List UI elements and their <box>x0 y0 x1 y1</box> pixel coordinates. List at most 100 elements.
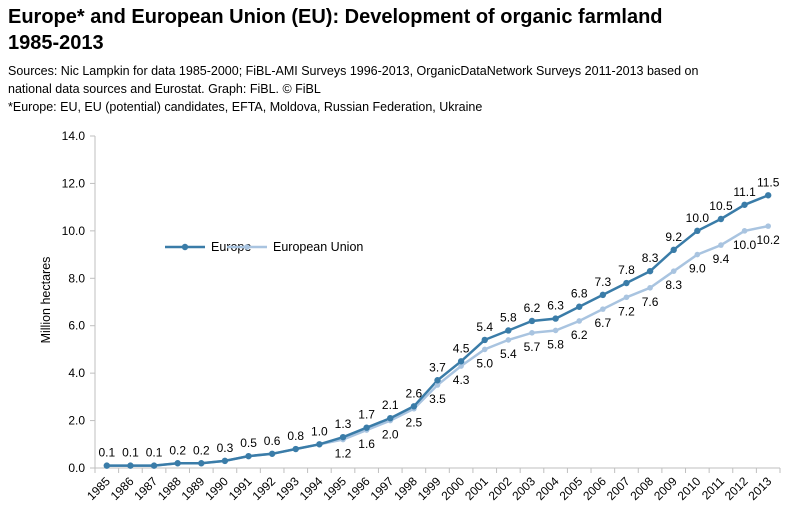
data-labels: 0.1 0.1 0.1 0.2 0.2 0.3 0.5 0.6 0.8 1.0 1.3 1.7 2.1 2… <box>98 175 780 460</box>
europe-point <box>576 303 583 310</box>
eu-data-label: 6.2 <box>571 328 588 342</box>
europe-data-label: 4.5 <box>453 341 470 355</box>
eu-data-label: 7.2 <box>618 304 635 318</box>
eu-point <box>600 306 606 312</box>
x-tick-label: 2007 <box>604 474 633 503</box>
europe-data-label: 7.8 <box>618 263 635 277</box>
eu-data-label: 7.6 <box>642 295 659 309</box>
europe-point <box>481 336 488 344</box>
eu-point <box>694 251 701 258</box>
x-tick-label: 1993 <box>273 474 302 503</box>
eu-data-label: 8.3 <box>665 278 682 292</box>
europe-data-label: 0.8 <box>287 429 304 443</box>
europe-point <box>552 315 559 322</box>
europe-point <box>268 450 276 457</box>
europe-point <box>457 358 465 365</box>
eu-data-label: 3.5 <box>429 392 446 406</box>
europe-data-label: 0.1 <box>146 446 163 460</box>
eu-data-label: 5.8 <box>547 337 564 351</box>
europe-data-label: 0.5 <box>240 436 257 450</box>
europe-data-label: 10.5 <box>709 199 733 213</box>
eu-point <box>623 294 630 301</box>
europe-data-label: 0.1 <box>122 446 139 460</box>
eu-data-label: 6.7 <box>595 316 612 330</box>
europe-point <box>694 227 701 235</box>
x-tick-label: 2013 <box>746 474 775 503</box>
sources-line-1: Sources: Nic Lampkin for data 1985-2000;… <box>8 64 699 96</box>
eu-point <box>576 318 583 324</box>
y-tick-label: 12.0 <box>62 176 86 190</box>
europe-point <box>670 246 677 254</box>
europe-data-label: 6.2 <box>524 301 541 315</box>
y-tick-label: 10.0 <box>62 224 86 238</box>
x-tick-label: 1999 <box>415 474 444 503</box>
europe-point <box>623 279 630 287</box>
series-points <box>103 192 772 469</box>
x-tick-label: 2004 <box>533 474 562 503</box>
europe-point <box>434 377 441 384</box>
eu-data-label: 1.6 <box>358 437 375 451</box>
y-tick-label: 4.0 <box>68 366 85 380</box>
eu-point <box>647 284 653 291</box>
europe-point <box>150 462 158 469</box>
y-tick-label: 0.0 <box>68 461 85 475</box>
europe-data-label: 0.1 <box>98 446 115 460</box>
legend: Europe European Union <box>165 240 363 254</box>
europe-point <box>764 192 772 199</box>
eu-data-label: 2.5 <box>406 416 423 430</box>
eu-data-label: 2.0 <box>382 428 399 442</box>
europe-data-label: 0.2 <box>193 443 210 457</box>
europe-data-label: 9.2 <box>665 230 682 244</box>
europe-point <box>103 462 111 469</box>
x-tick-label: 1985 <box>84 474 113 503</box>
europe-point <box>292 445 299 453</box>
x-tick-label: 1996 <box>344 474 373 503</box>
europe-point <box>245 452 252 460</box>
eu-data-label: 9.0 <box>689 262 706 276</box>
eu-point <box>552 327 559 334</box>
europe-data-label: 7.3 <box>595 275 612 289</box>
y-tick-label: 2.0 <box>68 414 85 428</box>
x-axis: 1985198619871988198919901991199219931994… <box>84 467 781 503</box>
europe-point <box>339 433 347 441</box>
x-tick-label: 2001 <box>462 474 491 503</box>
eu-point <box>458 363 464 369</box>
europe-point <box>528 317 536 325</box>
chart-sources: Sources: Nic Lampkin for data 1985-2000;… <box>8 62 708 116</box>
europe-data-label: 10.0 <box>686 211 710 225</box>
europe-point <box>410 403 418 410</box>
x-tick-label: 2011 <box>699 474 727 502</box>
x-tick-label: 1990 <box>202 474 231 503</box>
europe-point <box>316 441 323 448</box>
eu-data-label: 4.3 <box>453 373 470 387</box>
europe-point <box>174 460 181 467</box>
x-tick-label: 2010 <box>675 474 704 503</box>
x-tick-label: 1992 <box>249 474 278 503</box>
europe-data-label: 2.6 <box>406 386 423 400</box>
legend-eu-label: European Union <box>273 240 363 254</box>
eu-data-label: 10.0 <box>733 238 757 252</box>
x-tick-label: 1998 <box>391 474 420 503</box>
chart-title: Europe* and European Union (EU): Develop… <box>8 6 663 54</box>
x-tick-label: 2009 <box>651 474 680 503</box>
europe-data-label: 0.6 <box>264 434 281 448</box>
eu-point <box>765 223 771 229</box>
y-tick-label: 8.0 <box>68 271 85 285</box>
x-tick-label: 2005 <box>557 474 586 503</box>
europe-data-label: 0.2 <box>169 443 186 457</box>
x-tick-label: 2000 <box>438 474 467 503</box>
europe-data-label: 1.3 <box>335 417 352 431</box>
eu-point <box>481 346 488 353</box>
europe-point <box>599 291 607 299</box>
x-tick-label: 2002 <box>486 474 515 503</box>
europe-data-label: 5.4 <box>476 320 493 334</box>
eu-data-label: 5.4 <box>500 347 517 361</box>
eu-data-label: 10.2 <box>757 233 781 247</box>
europe-point <box>221 457 229 465</box>
europe-point <box>717 215 725 223</box>
y-axis-label: Million hectares <box>39 257 53 344</box>
europe-data-label: 8.3 <box>642 251 659 265</box>
europe-data-label: 5.8 <box>500 310 517 324</box>
eu-point <box>529 330 535 336</box>
europe-data-label: 11.1 <box>733 185 756 199</box>
